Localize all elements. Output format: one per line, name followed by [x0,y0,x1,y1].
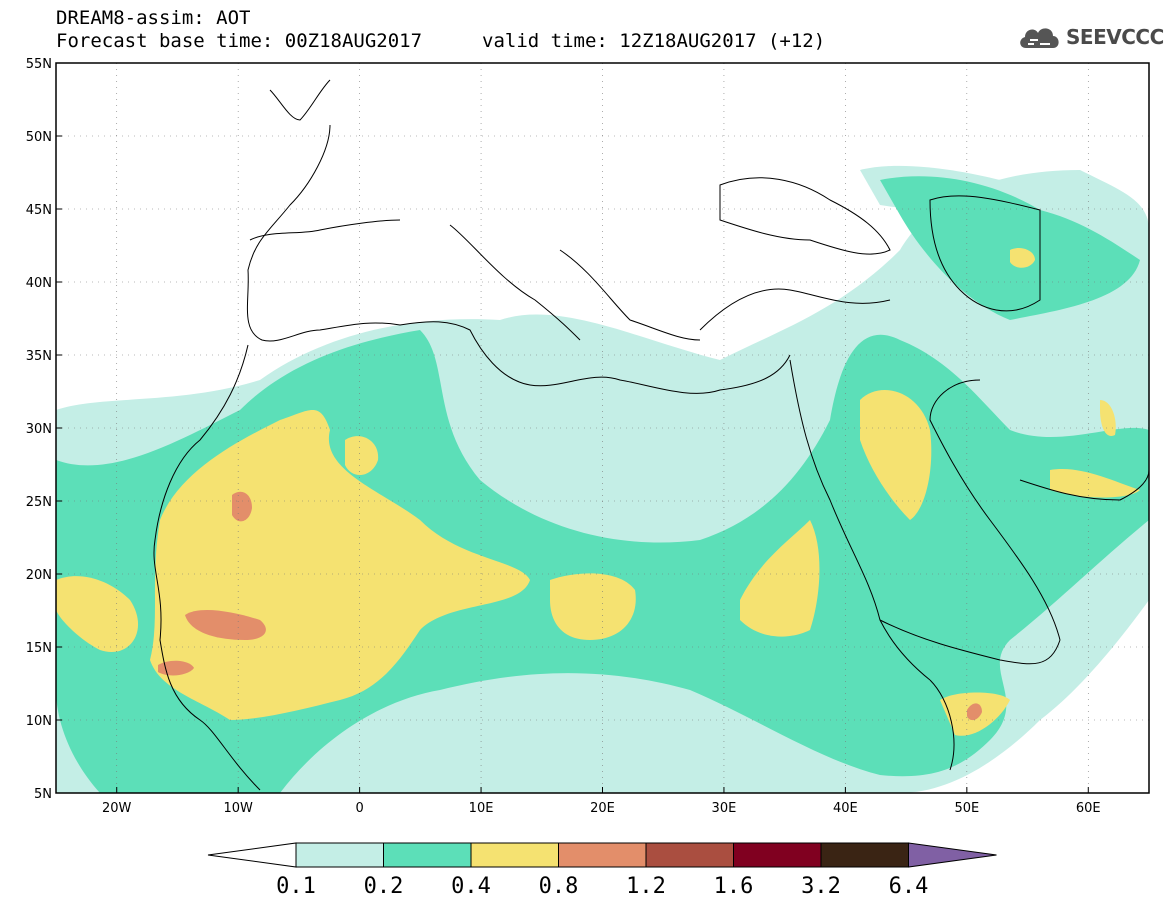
colorbar-label: 1.6 [714,874,754,899]
lon-label: 20W [102,801,132,816]
colorbar-below-arrow [207,842,297,868]
lat-label: 25N [26,495,52,510]
colorbar-box [558,842,647,868]
lat-label: 15N [26,641,52,656]
lat-label: 55N [26,57,52,72]
lat-label: 50N [26,130,52,145]
logo-text: SEEVCCC [1066,25,1164,49]
colorbar-box [383,842,472,868]
colorbar-box [820,842,909,868]
colorbar-label: 0.2 [364,874,404,899]
lat-label: 45N [26,203,52,218]
aot-level-0-4 [56,248,1140,736]
colorbar-label: 3.2 [801,874,841,899]
lon-label: 40E [833,801,858,816]
colorbar-box [470,842,559,868]
colorbar-label: 0.4 [451,874,491,899]
map-title: DREAM8-assim: AOT [56,7,251,29]
colorbar-label: 0.1 [276,874,316,899]
colorbar-labels: 0.1 0.2 0.4 0.8 1.2 1.6 3.2 6.4 [276,874,928,899]
lon-label: 0 [355,801,363,816]
cloud-icon [1020,28,1059,48]
latitude-labels: 55N 50N 45N 40N 35N 30N 25N 20N 15N 10N 5N [26,57,62,802]
lat-label: 20N [26,568,52,583]
lon-label: 50E [954,801,979,816]
forecast-base-time: Forecast base time: 00Z18AUG2017 [56,30,423,52]
lon-label: 10E [469,801,494,816]
lon-label: 30E [712,801,737,816]
colorbar-box [645,842,734,868]
coastlines-borders [153,79,1150,791]
colorbar-box [733,842,822,868]
colorbar-label: 0.8 [539,874,579,899]
colorbar-above-arrow [908,842,997,868]
lat-label: 30N [26,422,52,437]
seevccc-logo: SEEVCCC [1016,20,1164,54]
lat-label: 40N [26,276,52,291]
lat-label: 10N [26,714,52,729]
colorbar-label: 1.2 [626,874,666,899]
lon-label: 60E [1076,801,1101,816]
colorbar-label: 6.4 [889,874,929,899]
lat-label: 35N [26,349,52,364]
lon-label: 10W [223,801,253,816]
lat-label: 5N [34,787,52,802]
colorbar-boxes [295,842,997,868]
longitude-labels: 20W 10W 0 10E 20E 30E 40E 50E 60E [102,787,1101,816]
valid-time: valid time: 12Z18AUG2017 (+12) [482,30,826,52]
lon-label: 20E [590,801,615,816]
colorbar-box [295,842,384,868]
